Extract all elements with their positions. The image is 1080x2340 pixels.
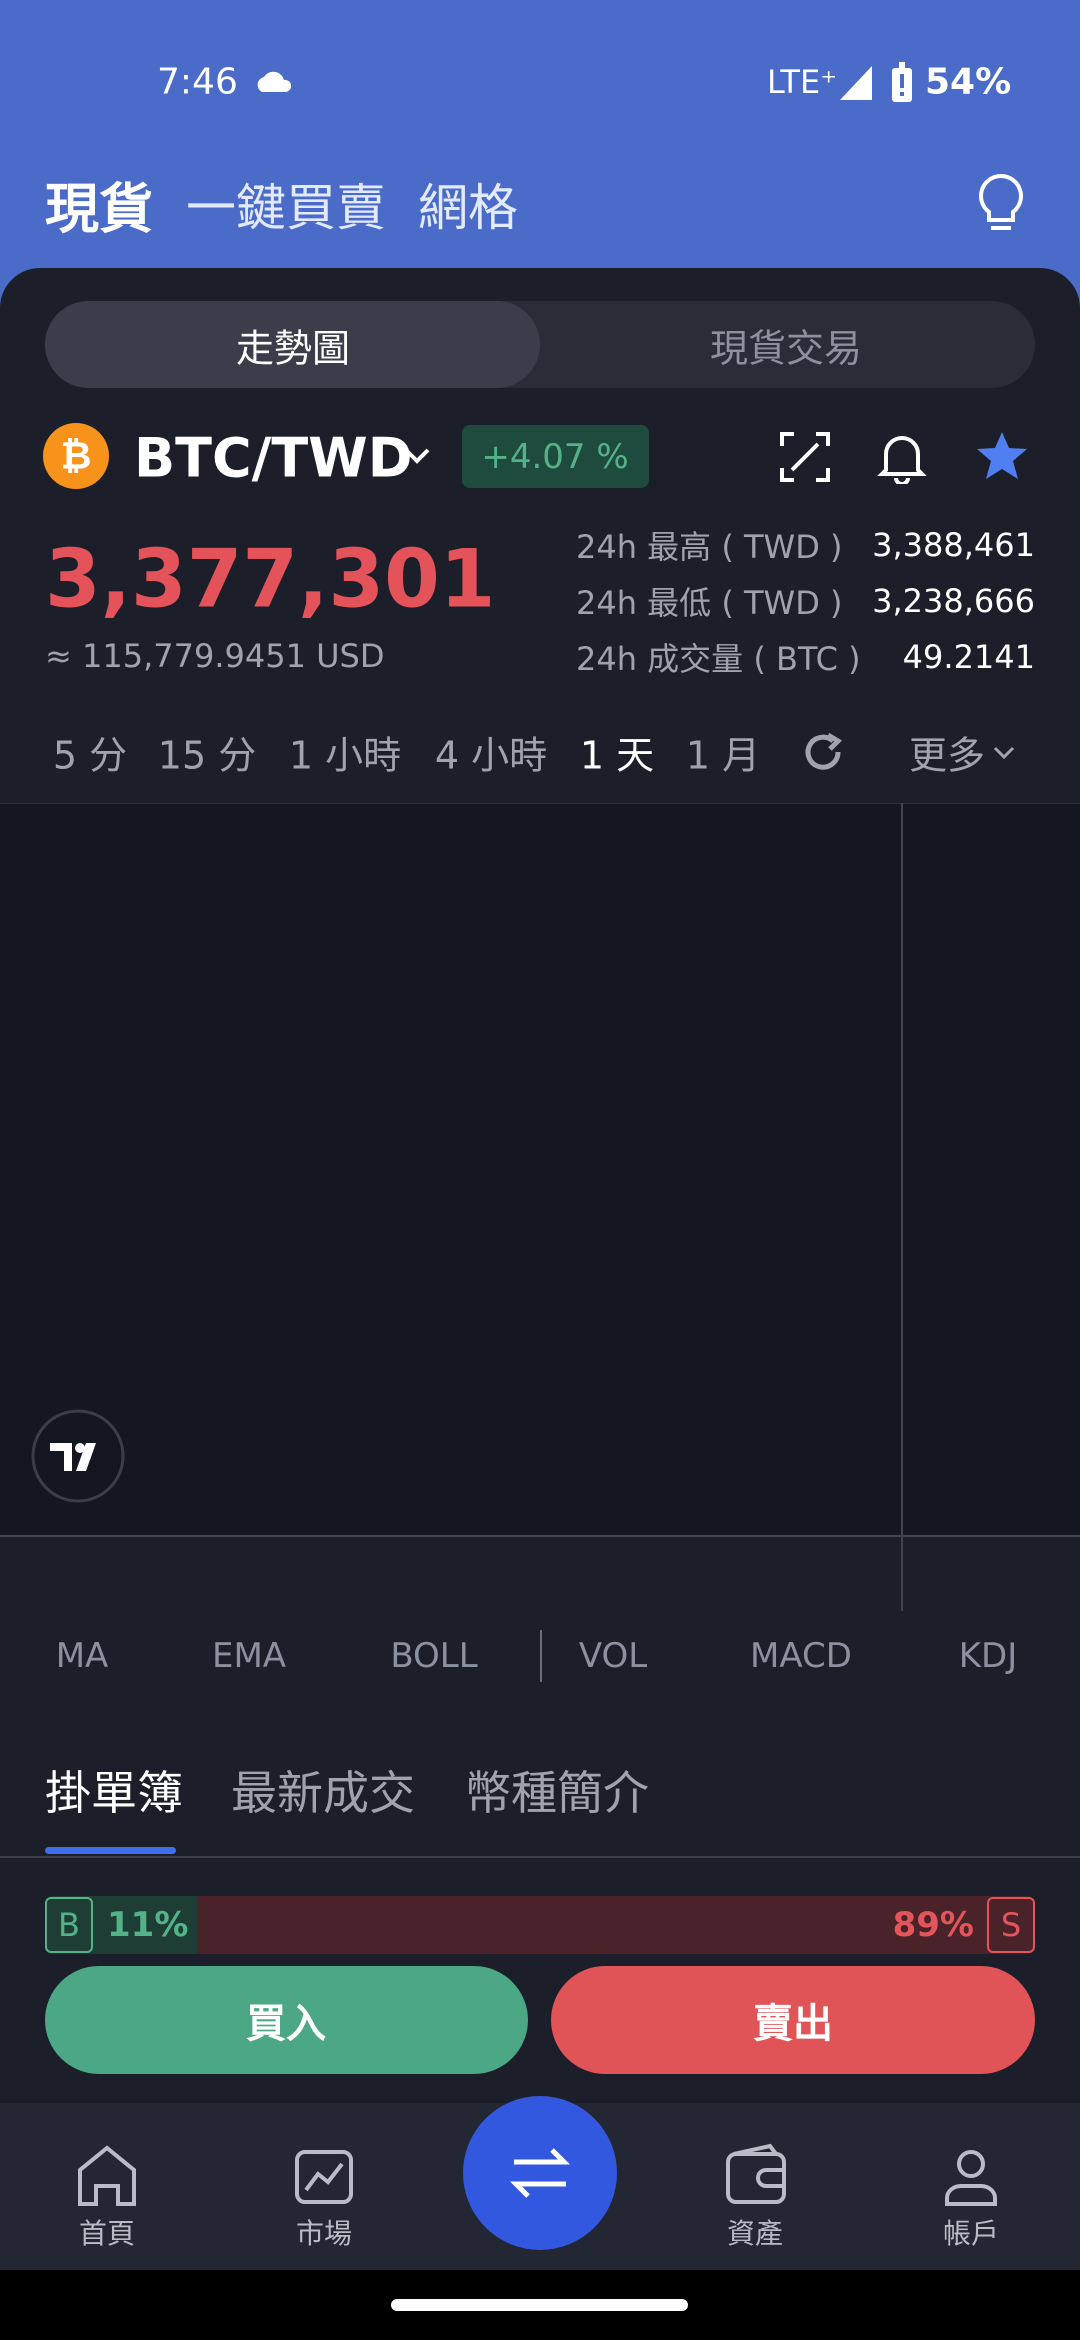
header-bg: [0, 0, 1080, 320]
sell-ratio: 89%: [892, 1905, 974, 1945]
more-chevron[interactable]: [992, 744, 1016, 762]
x-axis-bg: [0, 1536, 1080, 1611]
buy-ratio: 11%: [107, 1905, 189, 1945]
sell-button[interactable]: [551, 1966, 1035, 2074]
price-chart: [0, 803, 1080, 1611]
nav-label[interactable]: 首頁: [78, 2217, 136, 2250]
segment-active-bg: [45, 301, 540, 388]
orderbook-tab[interactable]: 幣種簡介: [465, 1766, 649, 1820]
status-network: LTE⁺: [767, 63, 838, 101]
indicator[interactable]: BOLL: [390, 1636, 478, 1676]
swap-icon[interactable]: [510, 2146, 570, 2200]
tv-logo: [31, 1409, 125, 1503]
usd-price: ≈ 115,779.9451 USD: [45, 637, 385, 675]
stat-label: 24h 最低 ( TWD ): [576, 584, 843, 622]
pair-chevron[interactable]: [402, 444, 432, 468]
indicator[interactable]: EMA: [211, 1636, 287, 1676]
segment-tab[interactable]: 現貨交易: [709, 326, 863, 371]
indicator[interactable]: MA: [55, 1636, 109, 1676]
nav-label[interactable]: 資產: [726, 2217, 784, 2250]
home-indicator: [391, 2299, 688, 2311]
last-price: 3,377,301: [45, 532, 496, 626]
stat-value: 3,238,666: [872, 582, 1035, 620]
nav-icons[interactable]: [0, 2140, 1080, 2220]
timeframe[interactable]: 5 分: [52, 733, 128, 778]
stat-label: 24h 最高 ( TWD ): [576, 528, 843, 566]
ratio-buy-bar: [45, 1896, 197, 1954]
timeframe[interactable]: 1 月: [685, 733, 761, 778]
sell-button-label[interactable]: 賣出: [753, 2001, 833, 2047]
nav-label[interactable]: 市場: [295, 2217, 353, 2250]
pair-actions[interactable]: [778, 430, 1032, 484]
header-tab[interactable]: 現貨: [45, 177, 153, 241]
header-tab[interactable]: 網格: [418, 179, 518, 237]
nav-label[interactable]: 帳戶: [942, 2217, 1000, 2250]
header-tab[interactable]: 一鍵買賣: [186, 179, 386, 237]
timeframe[interactable]: 15 分: [157, 733, 257, 778]
timeframe[interactable]: 4 小時: [434, 733, 548, 778]
buy-mark: B: [45, 1897, 93, 1953]
stat-value: 49.2141: [902, 638, 1035, 676]
coin-icon: ₿: [43, 423, 109, 489]
stat-value: 3,388,461: [872, 526, 1035, 564]
orderbook-tab[interactable]: 最新成交: [231, 1766, 415, 1820]
buy-button-label[interactable]: 買入: [246, 2001, 326, 2047]
change-badge: [462, 425, 649, 488]
sell-mark: S: [987, 1897, 1035, 1953]
timeframe[interactable]: 1 天: [579, 733, 655, 778]
status-time: 7:46: [157, 61, 238, 103]
chart-bg: [0, 803, 1080, 1536]
more-button[interactable]: 更多: [908, 733, 986, 778]
trade-button[interactable]: [463, 2096, 617, 2250]
status-icons: [840, 62, 912, 102]
coin-glyph: ₿: [61, 434, 92, 478]
indicator-separator: [540, 1630, 542, 1682]
status-battery: 54%: [925, 61, 1012, 103]
segment-tab[interactable]: 走勢圖: [235, 326, 351, 371]
refresh-icon[interactable]: [802, 731, 844, 773]
orderbook-tab[interactable]: 掛單簿: [45, 1766, 183, 1820]
indicator[interactable]: MACD: [750, 1636, 852, 1676]
change-text: +4.07 %: [481, 437, 629, 477]
stat-label: 24h 成交量 ( BTC ): [576, 640, 861, 678]
timeframe[interactable]: 1 小時: [288, 733, 402, 778]
weather-icon: [257, 71, 292, 92]
pair-symbol[interactable]: BTC/TWD: [134, 426, 413, 490]
indicator[interactable]: VOL: [578, 1636, 648, 1676]
ratio-sell-bar: [196, 1896, 1035, 1954]
tab-divider: [0, 1856, 1080, 1858]
buy-button[interactable]: [45, 1966, 528, 2074]
lightbulb-icon[interactable]: [975, 172, 1027, 234]
tab-underline: [45, 1847, 176, 1854]
indicator[interactable]: KDJ: [958, 1636, 1018, 1676]
